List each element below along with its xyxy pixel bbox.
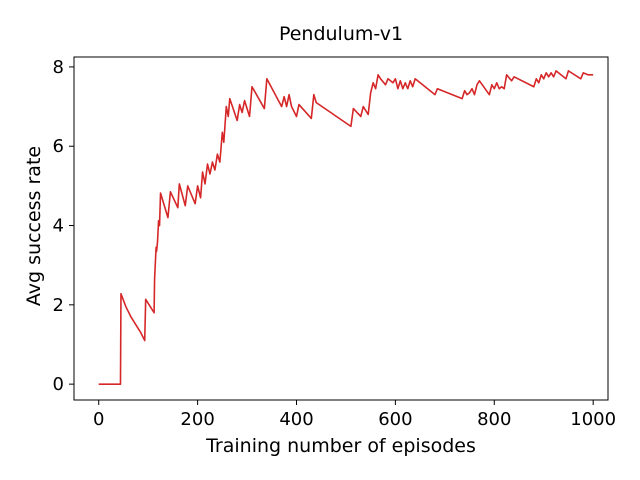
x-tick-label: 0 — [93, 409, 104, 430]
x-tick-label: 200 — [180, 409, 214, 430]
x-tick-label: 600 — [378, 409, 412, 430]
x-axis-ticks: 0 200 400 600 800 1000 — [93, 400, 616, 430]
chart-title: Pendulum-v1 — [279, 23, 403, 45]
y-tick-label: 0 — [53, 374, 64, 395]
x-axis-label: Training number of episodes — [205, 435, 476, 457]
plot-area — [73, 56, 609, 401]
x-tick-label: 800 — [477, 409, 511, 430]
y-axis-label: Avg success rate — [23, 146, 45, 306]
y-tick-label: 8 — [53, 57, 64, 78]
y-tick-label: 4 — [53, 216, 64, 237]
y-tick-label: 6 — [53, 136, 64, 157]
plot-frame — [73, 56, 609, 401]
series-line-0 — [98, 70, 594, 385]
x-tick-label: 400 — [279, 409, 313, 430]
x-tick-label: 1000 — [570, 409, 616, 430]
y-tick-label: 2 — [53, 295, 64, 316]
y-axis-ticks: 0 2 4 6 8 — [53, 57, 74, 395]
